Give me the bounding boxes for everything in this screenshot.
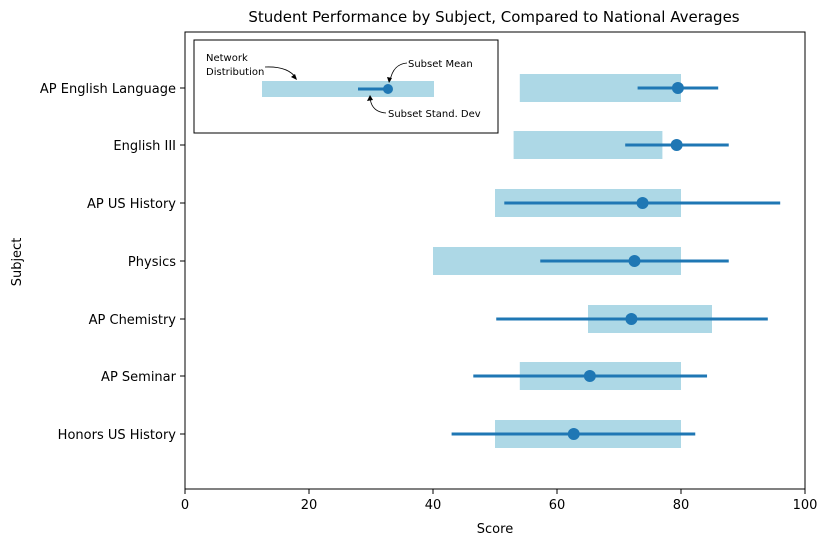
x-tick-label: 40: [425, 498, 442, 513]
y-tick-label: Physics: [128, 255, 176, 270]
x-tick-label: 0: [181, 498, 189, 513]
y-axis: AP English Language English III AP US Hist…: [40, 82, 185, 443]
legend-stdev-arrowhead: [367, 95, 373, 101]
x-axis-label: Score: [477, 522, 513, 537]
mean-point: [670, 139, 683, 151]
chart-title: Student Performance by Subject, Compared…: [248, 8, 739, 26]
legend-mean-swatch: [383, 84, 393, 94]
x-tick-label: 20: [301, 498, 318, 513]
mean-point: [567, 428, 580, 440]
y-tick-label: Honors US History: [58, 428, 177, 443]
x-tick-label: 60: [549, 498, 566, 513]
plot-marks: [433, 74, 781, 448]
x-tick-label: 100: [793, 498, 818, 513]
y-tick-label: AP US History: [87, 197, 176, 212]
legend-distribution-label-line2: Distribution: [206, 67, 264, 78]
y-tick-label: AP Chemistry: [89, 313, 177, 328]
mean-point: [625, 313, 638, 325]
legend-mean-label: Subset Mean: [408, 59, 473, 70]
legend-mean-arrowhead: [387, 77, 392, 83]
y-tick-label: AP English Language: [40, 82, 176, 97]
mean-point: [636, 197, 649, 209]
legend-distribution-arrowhead: [291, 74, 297, 80]
legend-stdev-label: Subset Stand. Dev: [388, 109, 481, 120]
y-tick-label: English III: [113, 139, 176, 154]
x-axis: 0 20 40 60 80 100: [181, 489, 818, 513]
legend: Network Distribution Subset Mean Subset …: [193, 39, 499, 134]
legend-distribution-swatch: [262, 81, 434, 97]
y-axis-label: Subject: [10, 238, 25, 287]
mean-point: [671, 82, 684, 94]
x-tick-label: 80: [673, 498, 690, 513]
legend-distribution-label-line1: Network: [206, 53, 248, 64]
mean-point: [628, 255, 641, 267]
y-tick-label: AP Seminar: [101, 370, 177, 385]
mean-point: [583, 370, 596, 382]
